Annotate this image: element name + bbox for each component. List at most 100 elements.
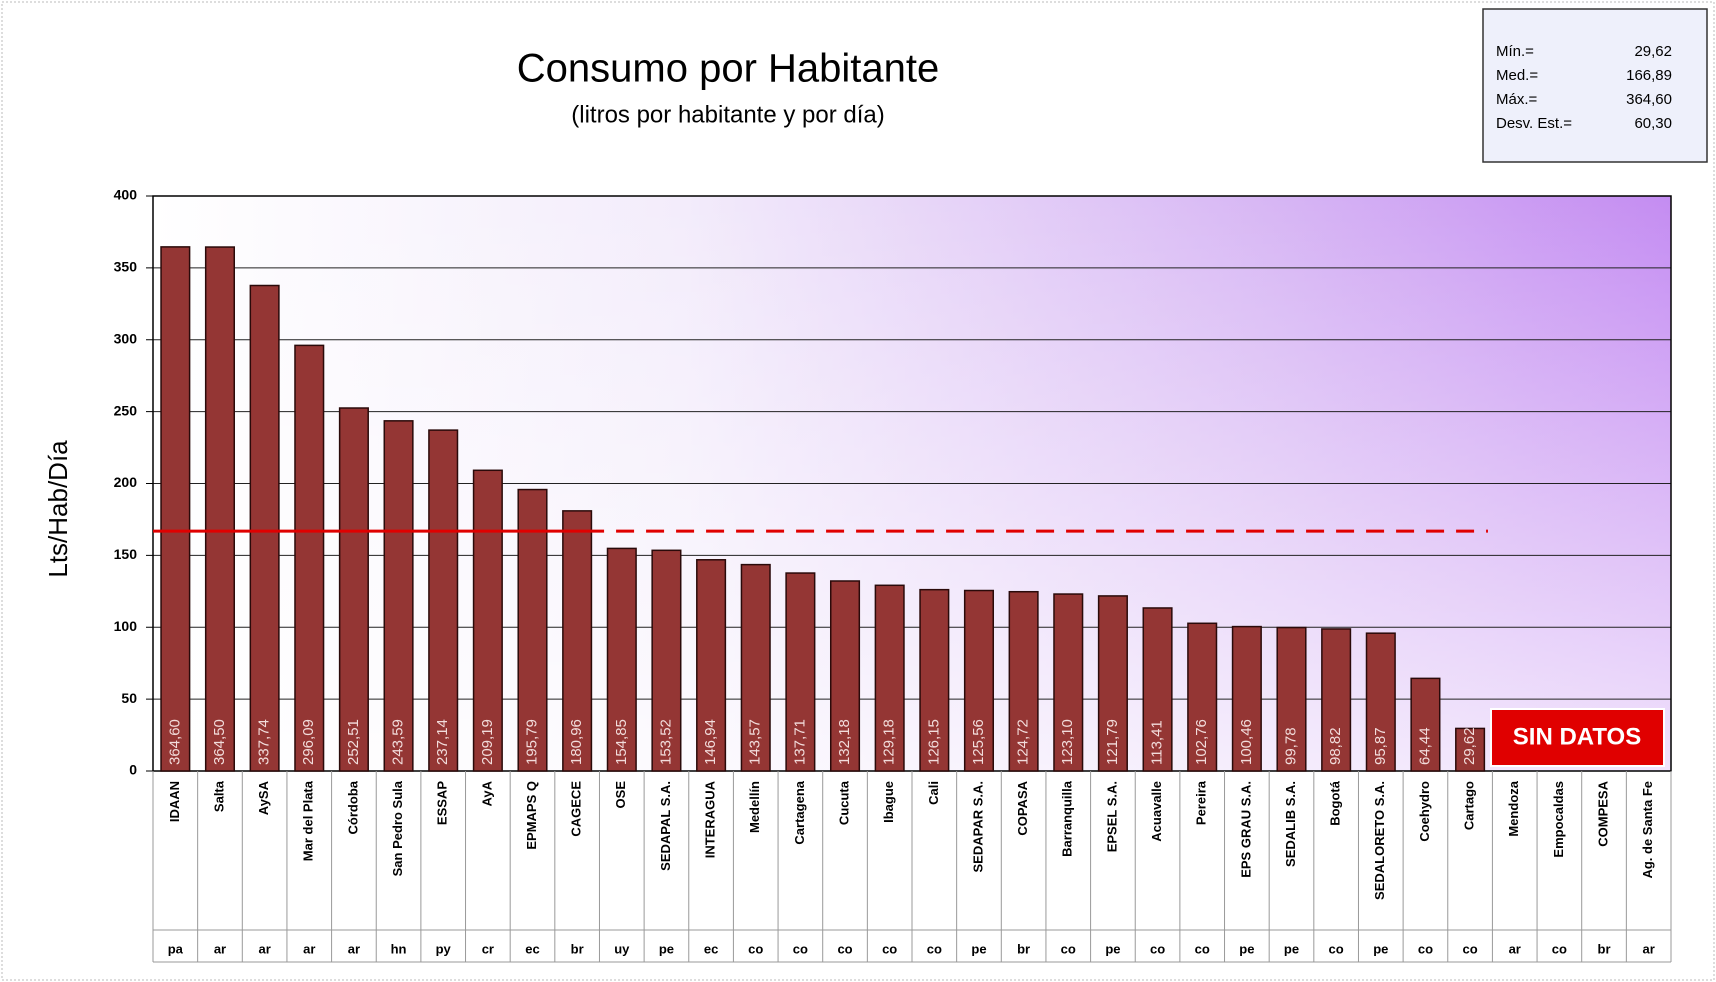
x-tick-label: COMPESA <box>1595 780 1610 846</box>
country-label: ar <box>258 941 270 956</box>
x-tick-label: Empocaldas <box>1551 781 1566 858</box>
value-label: 126,15 <box>925 719 942 765</box>
stat-value: 29,62 <box>1634 43 1672 60</box>
bar <box>1053 593 1084 772</box>
x-tick-label: Salta <box>211 780 226 812</box>
country-label: pa <box>168 941 184 956</box>
country-label: co <box>1463 941 1478 956</box>
bar <box>874 584 905 772</box>
x-tick-label: EPMAPS Q <box>524 781 539 850</box>
x-tick-label: Ibague <box>881 781 896 823</box>
bar <box>1187 622 1218 772</box>
country-label: pe <box>659 941 674 956</box>
value-label: 180,96 <box>568 719 585 765</box>
bar <box>1276 626 1307 772</box>
x-tick-label: Medellín <box>747 781 762 833</box>
value-label: 100,46 <box>1238 719 1255 765</box>
y-axis-label: Lts/Hab/Día <box>43 440 73 578</box>
bar <box>1008 590 1039 772</box>
bar <box>829 580 861 772</box>
country-label: py <box>436 941 452 956</box>
x-tick-label: COPASA <box>1015 780 1030 835</box>
value-label: 195,79 <box>523 719 540 765</box>
country-label: co <box>748 941 763 956</box>
value-label: 252,51 <box>345 719 362 765</box>
value-label: 125,56 <box>970 719 987 765</box>
value-label: 95,87 <box>1372 727 1389 765</box>
y-tick-label: 50 <box>121 690 137 706</box>
x-tick-label: SEDALIB S.A. <box>1283 781 1298 867</box>
stat-label: Mín.= <box>1496 43 1534 60</box>
bar <box>160 246 191 772</box>
x-tick-label: Bogotá <box>1328 780 1343 826</box>
y-tick-label: 200 <box>114 474 138 490</box>
country-label: co <box>837 941 852 956</box>
bar <box>740 563 771 772</box>
value-label: 123,10 <box>1059 719 1076 765</box>
x-tick-label: AyA <box>479 780 494 806</box>
x-tick-label: ESSAP <box>435 781 450 825</box>
value-label: 296,09 <box>300 719 317 765</box>
value-label: 102,76 <box>1193 719 1210 765</box>
country-label: co <box>927 941 942 956</box>
bar <box>963 589 995 772</box>
country-label: co <box>882 941 897 956</box>
value-label: 337,74 <box>256 719 273 765</box>
x-tick-label: Mendoza <box>1506 780 1521 836</box>
value-label: 98,82 <box>1327 727 1344 765</box>
chart-subtitle: (litros por habitante y por día) <box>571 101 885 128</box>
value-label: 99,78 <box>1282 727 1299 765</box>
bar <box>1410 677 1441 772</box>
x-tick-label: Pereira <box>1194 780 1209 825</box>
x-tick-label: Coehydro <box>1417 781 1432 842</box>
x-tick-label: SEDALORETO S.A. <box>1372 781 1387 900</box>
country-label: co <box>1329 941 1344 956</box>
x-tick-label: AySA <box>256 780 271 815</box>
country-label: pe <box>1373 941 1388 956</box>
x-tick-label: Ag. de Santa Fe <box>1640 781 1655 879</box>
value-label: 153,52 <box>657 719 674 765</box>
country-label: ar <box>1643 941 1655 956</box>
bar <box>249 284 280 772</box>
stats-box <box>1482 8 1708 163</box>
y-tick-label: 300 <box>114 330 138 346</box>
country-label: pe <box>1284 941 1299 956</box>
bar <box>338 407 369 772</box>
x-tick-label: EPSEL S.A. <box>1104 781 1119 852</box>
value-label: 154,85 <box>613 719 630 765</box>
bar <box>651 549 682 772</box>
x-tick-label: Mar del Plata <box>301 780 316 861</box>
country-label: uy <box>614 941 630 956</box>
stat-label: Desv. Est.= <box>1496 115 1572 132</box>
x-tick-label: EPS GRAU S.A. <box>1238 781 1253 878</box>
y-tick-label: 0 <box>129 762 137 778</box>
x-tick-label: SEDAPAR S.A. <box>970 781 985 873</box>
annotation: SIN DATOS <box>1513 723 1641 750</box>
stat-value: 166,89 <box>1626 67 1672 84</box>
x-tick-label: SEDAPAL S.A. <box>658 781 673 871</box>
country-label: pe <box>971 941 986 956</box>
value-label: 209,19 <box>479 719 496 765</box>
y-tick-label: 150 <box>114 546 138 562</box>
bar <box>785 572 816 772</box>
y-tick-label: 100 <box>114 618 138 634</box>
bar <box>919 588 950 772</box>
y-tick-label: 400 <box>114 187 138 203</box>
value-label: 121,79 <box>1104 719 1121 765</box>
value-label: 243,59 <box>390 719 407 765</box>
country-label: ec <box>525 941 539 956</box>
country-label: br <box>1017 941 1030 956</box>
stat-label: Med.= <box>1496 67 1538 84</box>
x-tick-label: Barranquilla <box>1060 780 1075 857</box>
chart-title: Consumo por Habitante <box>517 47 939 91</box>
value-label: 129,18 <box>881 719 898 765</box>
country-label: ar <box>214 941 226 956</box>
country-label: br <box>1598 941 1611 956</box>
country-label: cr <box>482 941 494 956</box>
annotation-box <box>1490 708 1665 767</box>
value-label: 237,14 <box>434 719 451 765</box>
bar <box>1142 607 1173 772</box>
bar <box>1097 595 1128 772</box>
bar <box>517 488 548 772</box>
stat-value: 60,30 <box>1634 115 1672 132</box>
